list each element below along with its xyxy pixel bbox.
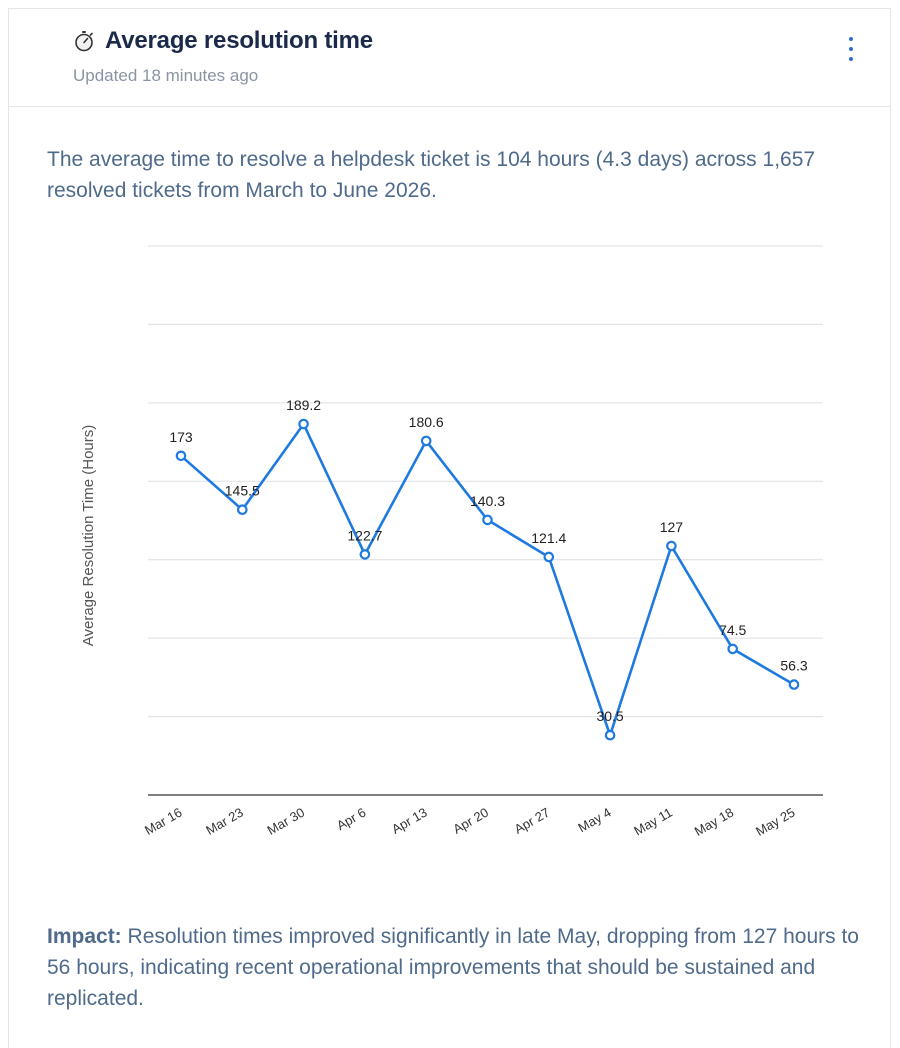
line-chart: Average Resolution Time (Hours) Mar 16 Mar… [80, 245, 823, 839]
x-tick-label: May 18 [692, 805, 736, 839]
chart-card: Average resolution time Updated 18 minut… [8, 8, 891, 1048]
data-point [298, 418, 309, 430]
data-point [237, 504, 248, 516]
data-label: 30.5 [596, 708, 623, 724]
data-point [604, 729, 616, 741]
updated-timestamp: Updated 18 minutes ago [73, 66, 259, 85]
data-label: 140.3 [470, 493, 505, 509]
x-tick-label: Mar 16 [142, 805, 185, 838]
data-label: 180.6 [409, 414, 444, 430]
data-label: 122.7 [347, 527, 382, 543]
x-tick-label: Apr 6 [334, 805, 368, 834]
data-label: 189.2 [286, 397, 321, 413]
series-line [180, 422, 795, 737]
impact-note: Impact: Resolution times improved signif… [47, 921, 867, 1014]
data-label: 121.4 [531, 530, 566, 546]
impact-label: Impact: [47, 925, 122, 948]
x-tick-label: Apr 20 [450, 805, 491, 837]
x-tick-label: Mar 30 [265, 805, 308, 838]
data-label: 173 [169, 429, 193, 445]
data-point [543, 551, 555, 563]
card-header: Average resolution time Updated 18 minut… [9, 9, 890, 107]
impact-text: Resolution times improved significantly … [47, 925, 859, 1010]
data-point [788, 679, 800, 690]
y-axis-label: Average Resolution Time (Hours) [80, 425, 97, 646]
x-tick-label: Mar 23 [203, 805, 246, 838]
data-point [482, 514, 493, 526]
x-tick-label: May 25 [753, 805, 797, 839]
data-point [359, 549, 371, 560]
data-point [727, 643, 738, 655]
data-point [666, 540, 677, 552]
x-tick-label: Apr 27 [512, 805, 553, 837]
x-tick-label: May 4 [575, 805, 613, 836]
title-row: Average resolution time [73, 27, 373, 55]
data-point [175, 450, 187, 462]
data-label: 127 [660, 519, 684, 535]
data-label: 56.3 [780, 658, 807, 674]
x-tick-label: Apr 13 [389, 805, 430, 837]
vertical-ellipsis-icon[interactable] [846, 37, 856, 67]
chart-summary: The average time to resolve a helpdesk t… [47, 148, 816, 202]
stopwatch-icon [73, 30, 95, 52]
card-title: Average resolution time [105, 27, 373, 54]
data-label: 145.5 [225, 483, 260, 499]
x-tick-label: May 11 [631, 805, 675, 839]
data-point [420, 435, 432, 447]
data-label: 74.5 [719, 622, 746, 638]
